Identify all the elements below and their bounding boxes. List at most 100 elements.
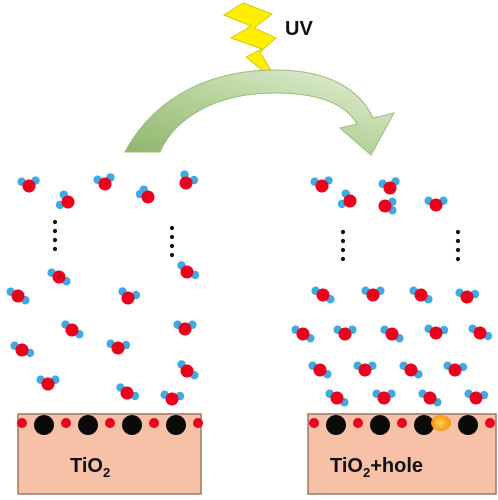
oxygen-atom [366,288,380,302]
oxygen-atom [448,363,462,377]
oxygen-atom [65,323,79,337]
surface-titanium-atom [122,415,142,435]
oxygen-atom [469,391,483,405]
water-molecule [378,177,400,195]
water-molecule [468,324,493,341]
oxygen-atom [296,327,310,341]
water-molecule [424,196,448,212]
surface-titanium-atom [458,415,478,435]
oxygen-atom [180,364,194,378]
water-molecule [61,320,84,339]
water-molecule [135,185,155,204]
curved-arrow-icon [124,69,395,156]
left-water-molecules [6,170,200,406]
ellipsis-dot [340,229,346,235]
ellipsis-dot [455,238,461,244]
water-molecule [455,288,480,304]
oxygen-atom [165,392,179,406]
ellipsis-dot [455,229,461,235]
oxygen-atom [11,289,25,303]
ellipsis-dot [169,243,175,249]
ellipsis-dot [169,225,175,231]
water-molecule [333,325,357,341]
left-surface-atoms [17,415,203,435]
ellipsis-dot [52,237,58,243]
oxygen-atom [414,288,428,302]
surface-oxygen-atom [61,418,71,428]
water-molecule [380,325,404,343]
right-substrate-label: TiO2+hole [330,455,423,480]
water-molecule [399,361,423,379]
oxygen-atom [22,179,36,193]
oxygen-atom [429,198,443,212]
oxygen-atom [429,326,443,340]
oxygen-atom [120,386,134,400]
oxygen-atom [423,391,437,405]
oxygen-atom [15,343,29,357]
oxygen-atom [378,199,392,213]
oxygen-atom [98,177,112,191]
water-molecule [6,287,30,305]
water-molecule [337,189,357,209]
water-molecule [325,389,349,407]
water-molecule [173,320,197,336]
oxygen-atom [313,363,327,377]
right-substrate: TiO2+hole [307,413,497,495]
surface-oxygen-atom [353,418,363,428]
surface-oxygen-atom [149,418,159,428]
water-molecule [17,176,40,193]
oxygen-atom [358,363,372,377]
water-molecule [353,361,377,377]
water-molecule [177,360,199,380]
water-molecule [464,389,489,405]
ellipsis-dot [455,256,461,262]
ellipsis-dot [455,247,461,253]
surface-oxygen-atom [397,418,407,428]
water-molecule [372,389,396,405]
water-molecule [118,287,141,305]
water-molecule [418,389,442,407]
oxygen-atom [343,194,357,208]
oxygen-atom [178,322,192,336]
water-molecule [47,268,71,286]
ellipsis-dot [340,247,346,253]
water-molecule [310,176,333,193]
ellipsis-dot [169,252,175,258]
oxygen-atom [377,391,391,405]
water-molecule [443,361,468,377]
oxygen-atom [315,179,329,193]
water-molecule [55,190,75,210]
ellipsis-dot [52,219,58,225]
water-molecule [378,197,397,215]
water-molecule [36,375,60,391]
surface-oxygen-atom [193,418,203,428]
right-water-molecules [291,176,493,407]
oxygen-atom [141,190,155,204]
oxygen-atom [316,288,330,302]
oxygen-atom [383,181,397,195]
water-molecule [361,286,385,302]
surface-titanium-atom [78,415,98,435]
water-molecule [116,383,140,401]
oxygen-atom [404,363,418,377]
oxygen-atom [330,391,344,405]
ellipsis-dot [169,234,175,240]
left-substrate: TiO2 [17,413,203,495]
hole-marker [431,415,451,431]
uv-label: UV [285,18,313,40]
water-molecule [177,261,200,280]
water-molecule [424,324,449,340]
water-molecule [160,390,185,406]
water-molecule [308,361,332,379]
water-molecule [291,325,315,343]
surface-titanium-atom [370,415,390,435]
ellipsis-dots [52,219,461,262]
left-substrate-label: TiO2 [70,455,110,480]
water-molecule [311,286,335,304]
surface-oxygen-atom [485,418,495,428]
oxygen-atom [111,341,125,355]
water-molecule [179,170,199,190]
oxygen-atom [385,327,399,341]
surface-titanium-atom [166,415,186,435]
